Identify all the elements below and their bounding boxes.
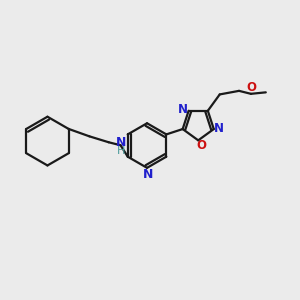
Text: H: H xyxy=(117,146,126,156)
Text: O: O xyxy=(196,139,206,152)
Text: N: N xyxy=(116,136,127,149)
Text: N: N xyxy=(214,122,224,135)
Text: N: N xyxy=(142,168,153,181)
Text: O: O xyxy=(247,81,256,94)
Text: N: N xyxy=(178,103,188,116)
